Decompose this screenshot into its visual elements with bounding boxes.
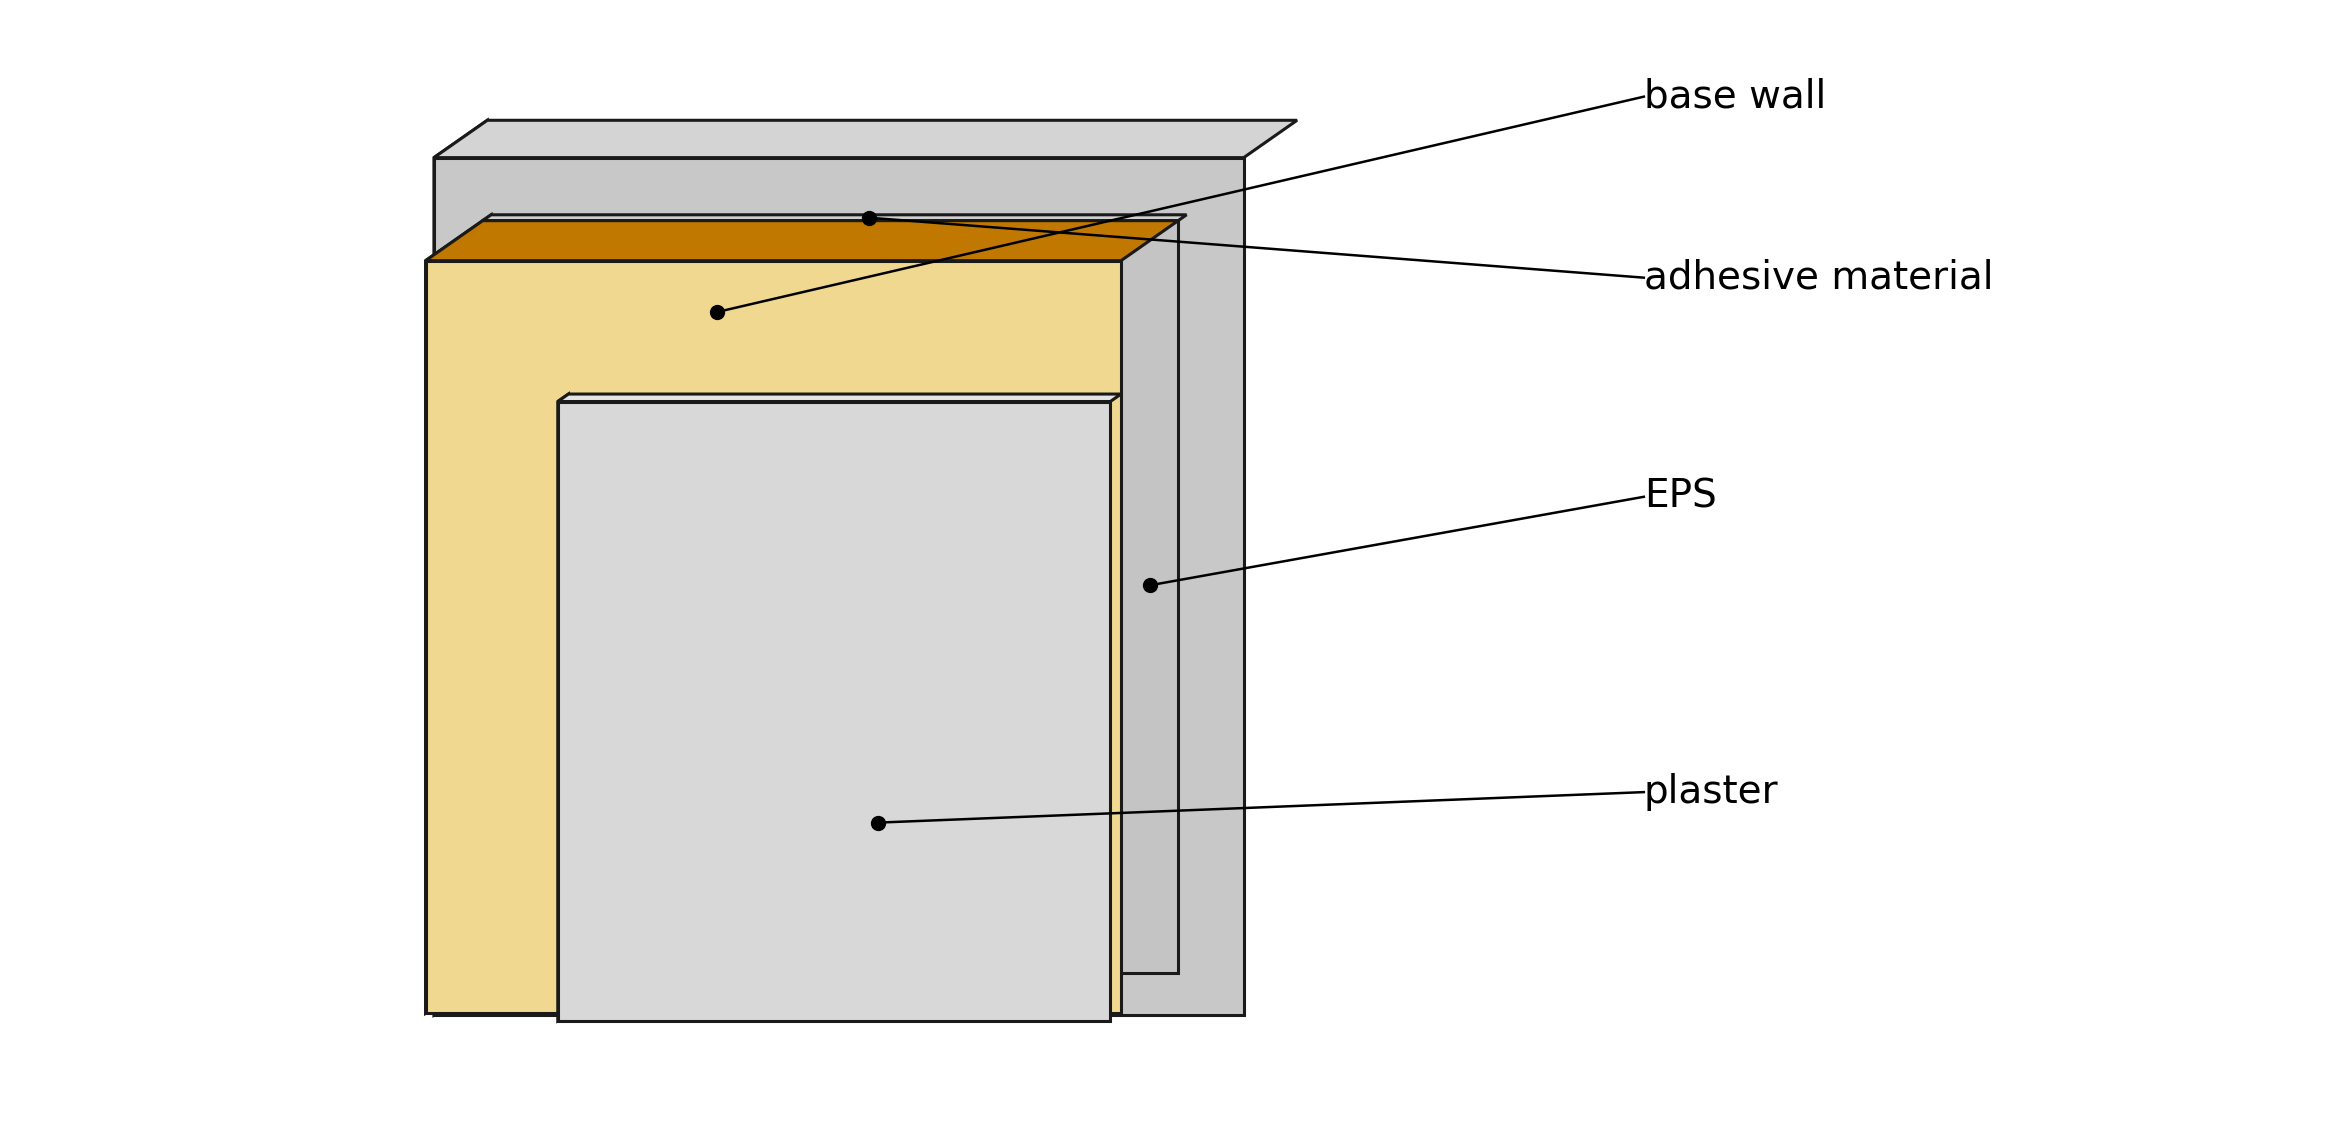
Polygon shape <box>483 214 1186 221</box>
Polygon shape <box>425 260 1121 1013</box>
Polygon shape <box>558 394 1121 401</box>
Polygon shape <box>425 221 483 1013</box>
Polygon shape <box>425 221 1179 260</box>
Point <box>1130 576 1168 595</box>
Text: adhesive material: adhesive material <box>1644 259 1994 297</box>
Polygon shape <box>558 394 567 1021</box>
Polygon shape <box>483 221 1179 973</box>
Polygon shape <box>558 401 1111 1021</box>
Polygon shape <box>434 120 1296 158</box>
Point <box>859 814 897 832</box>
Polygon shape <box>434 158 1245 1015</box>
Point <box>698 303 736 321</box>
Polygon shape <box>483 214 490 973</box>
Text: EPS: EPS <box>1644 478 1716 516</box>
Polygon shape <box>434 120 488 1015</box>
Text: plaster: plaster <box>1644 774 1779 811</box>
Point <box>850 209 887 227</box>
Text: base wall: base wall <box>1644 78 1826 116</box>
